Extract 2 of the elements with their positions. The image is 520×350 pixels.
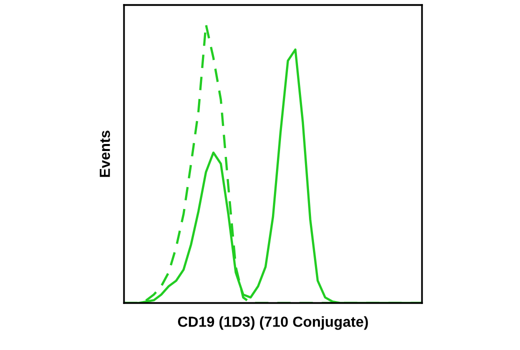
x-axis-title: CD19 (1D3) (710 Conjugate) bbox=[178, 316, 368, 330]
y-axis-title: Events bbox=[100, 130, 110, 177]
